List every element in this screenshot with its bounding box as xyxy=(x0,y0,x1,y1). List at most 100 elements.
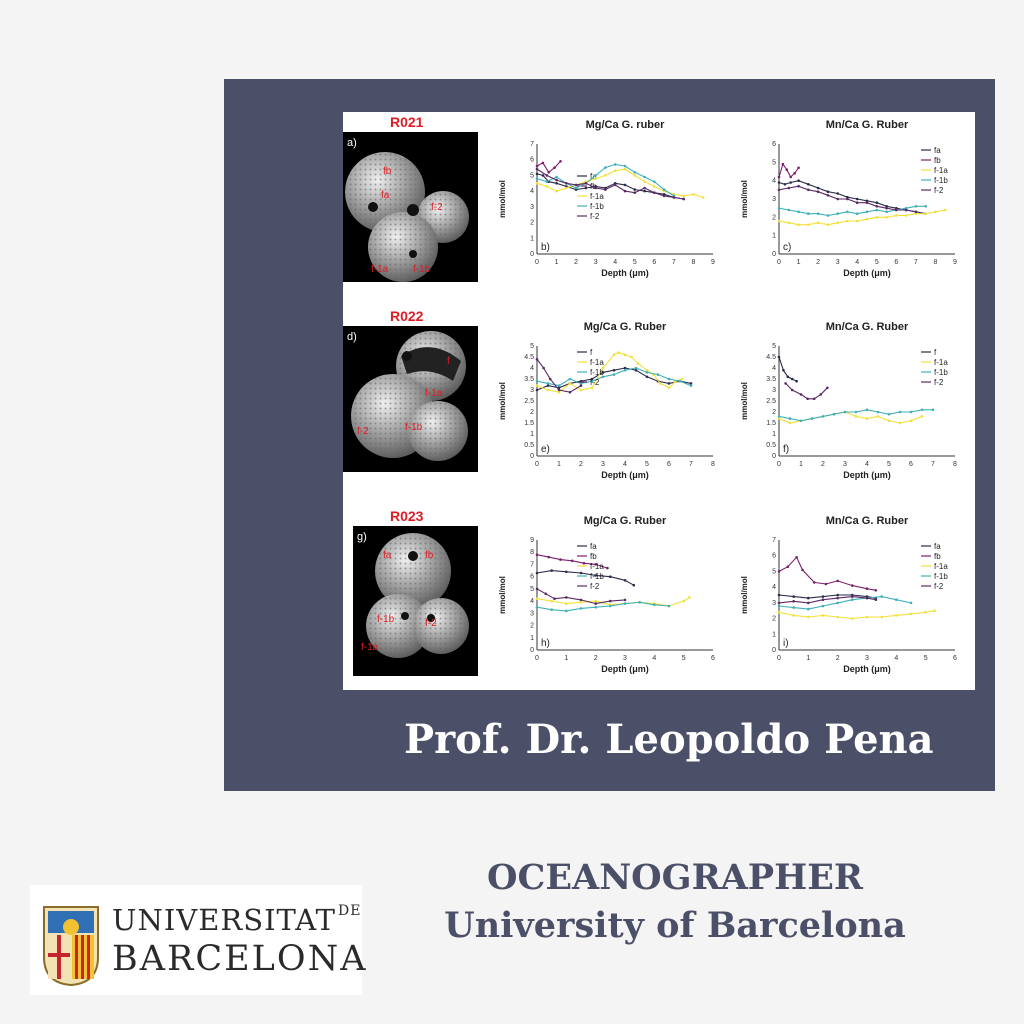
data-point-f-2 xyxy=(851,595,854,598)
data-point-f-1a xyxy=(865,615,869,619)
data-point-f-1a xyxy=(920,415,924,418)
series-line-fb xyxy=(536,160,561,174)
legend-label-f-1a: f-1a xyxy=(934,562,948,571)
data-point-f-1a xyxy=(777,219,781,223)
data-point-f-1b xyxy=(565,609,568,613)
x-tick-label: 4 xyxy=(652,655,656,662)
y-tick-label: 5 xyxy=(530,172,534,179)
data-point-fa xyxy=(623,183,627,187)
data-point-f-2 xyxy=(544,592,548,596)
x-tick-label: 4 xyxy=(894,655,898,662)
data-point-f-1a xyxy=(876,415,880,418)
y-tick-label: 3.5 xyxy=(524,376,534,383)
panel-letter: b) xyxy=(541,242,550,253)
data-point-f-1a xyxy=(909,419,913,423)
x-tick-label: 5 xyxy=(875,259,879,266)
data-point-f-2 xyxy=(777,601,781,605)
data-point-f-1a xyxy=(826,223,830,226)
chamber-label-f-1b-r022: f-1b xyxy=(405,422,423,433)
data-point-f-1b xyxy=(909,410,913,414)
data-point-fa xyxy=(807,596,810,600)
data-point-f-1a xyxy=(895,614,898,617)
panel-letter: i) xyxy=(783,638,789,649)
data-point-fb xyxy=(541,161,545,165)
data-point-fa xyxy=(895,206,898,210)
data-point-fb xyxy=(793,172,796,175)
chamber-label-fa-r023: fa xyxy=(383,550,392,561)
data-point-f-1b xyxy=(924,205,927,208)
chart-f-mnca-r022: Mn/Ca G. Ruber 0 1 2 3 4 5 6 7 8 0 0.5 1 1.5 2 2.5 3 3.5 4… xyxy=(740,321,957,480)
x-tick-label: 3 xyxy=(843,461,847,468)
data-point-f xyxy=(795,379,798,383)
y-tick-label: 3 xyxy=(530,610,534,617)
data-point-f-1a xyxy=(636,362,640,365)
panel-label-a: a) xyxy=(347,137,357,149)
panel-letter: f) xyxy=(783,444,789,455)
data-point-f-2 xyxy=(623,189,627,193)
data-point-fb xyxy=(547,555,550,559)
y-tick-label: 0 xyxy=(530,647,534,654)
data-point-f xyxy=(590,377,594,381)
x-axis-label: Depth (μm) xyxy=(601,664,649,674)
data-point-f-1a xyxy=(688,596,691,599)
y-tick-label: 2 xyxy=(530,220,534,227)
data-point-f-2 xyxy=(579,384,583,387)
data-point-fa xyxy=(632,583,636,587)
y-tick-label: 9 xyxy=(530,537,534,544)
x-tick-label: 5 xyxy=(645,461,649,468)
data-point-f-1b xyxy=(821,604,825,608)
foraminifera-r023-image: g) fa fb f-1b f-2 f-1a xyxy=(357,531,469,658)
data-point-fb xyxy=(559,160,562,163)
x-tick-label: 3 xyxy=(601,461,605,468)
data-point-f-1b xyxy=(788,417,792,420)
data-point-f-1b xyxy=(909,601,913,605)
legend-label-f-1b: f-1b xyxy=(590,572,604,581)
data-point-fb xyxy=(594,563,597,566)
data-point-fb xyxy=(801,568,804,572)
data-point-f-2 xyxy=(682,197,685,201)
x-tick-label: 3 xyxy=(865,655,869,662)
panel-letter: c) xyxy=(783,242,791,253)
legend-label-fb: fb xyxy=(590,552,597,561)
data-point-f xyxy=(786,375,790,379)
y-tick-label: 4 xyxy=(772,365,776,372)
data-point-f-2 xyxy=(542,366,545,370)
data-point-f-2 xyxy=(613,183,617,187)
data-point-fa xyxy=(783,183,787,186)
data-point-f-2 xyxy=(790,388,794,392)
data-point-f-2 xyxy=(826,386,829,390)
data-point-f xyxy=(777,355,781,359)
data-point-f-2 xyxy=(535,587,539,591)
legend-label-f-2: f-2 xyxy=(590,212,600,221)
data-point-f-2 xyxy=(604,188,607,191)
data-point-f-1b xyxy=(875,208,879,212)
data-point-f-1b xyxy=(931,408,935,412)
data-point-f-1b xyxy=(633,171,637,174)
y-tick-label: 3 xyxy=(772,387,776,394)
x-tick-label: 8 xyxy=(953,461,957,468)
data-point-f-2 xyxy=(565,182,568,185)
university-logo: UNIVERSITAT DE BARCELONA xyxy=(30,885,366,995)
data-point-f-1b xyxy=(810,417,814,420)
data-point-fa xyxy=(885,205,888,208)
x-tick-label: 8 xyxy=(933,259,937,266)
data-point-f-1b xyxy=(568,377,572,381)
x-tick-label: 1 xyxy=(564,655,568,662)
y-tick-label: 3 xyxy=(772,196,776,203)
chamber-label-f-2-r022: f-2 xyxy=(357,426,369,437)
data-point-f-1b xyxy=(623,368,627,372)
data-point-f-2 xyxy=(821,598,825,601)
data-point-f xyxy=(782,368,785,372)
data-point-fa xyxy=(535,571,539,575)
y-tick-label: 0 xyxy=(530,251,534,258)
data-point-f-2 xyxy=(812,397,816,401)
data-point-f-1b xyxy=(689,384,693,387)
x-tick-label: 7 xyxy=(914,259,918,266)
x-tick-label: 3 xyxy=(836,259,840,266)
data-point-fb xyxy=(789,175,792,179)
data-point-f-2 xyxy=(609,599,612,603)
data-point-f-1b xyxy=(836,212,839,215)
series-line-f-2 xyxy=(778,596,876,604)
x-tick-label: 2 xyxy=(594,655,598,662)
data-point-f-2 xyxy=(777,188,781,192)
